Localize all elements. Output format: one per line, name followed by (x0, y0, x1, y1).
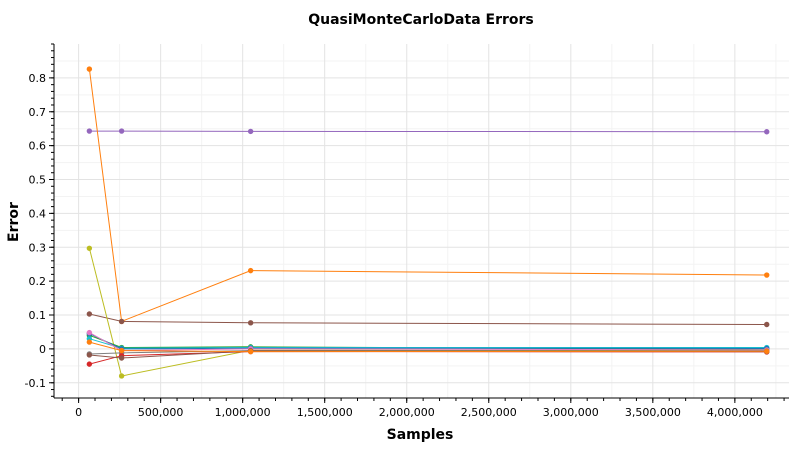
series-line (89, 338, 767, 349)
axes-layer: 0 500,000 1,000,000 1,500,000 2,000,000 2,500… (25, 43, 789, 419)
y-tick-label: 0.6 (29, 140, 47, 153)
data-point (118, 355, 125, 361)
data-point (86, 339, 93, 345)
y-tick-label: 0.7 (29, 106, 47, 119)
x-tick-label: 3,500,000 (625, 406, 681, 419)
y-tick-label: 0.3 (29, 241, 47, 254)
data-point (247, 128, 254, 135)
data-point (118, 373, 125, 379)
y-tick-label: 0.1 (29, 309, 47, 322)
series-1 (86, 66, 770, 325)
data-point (764, 129, 770, 135)
data-point (247, 267, 254, 274)
y-tick-label: -0.1 (25, 377, 46, 390)
data-point (247, 348, 254, 355)
x-tick-label: 1,500,000 (297, 406, 353, 419)
data-point (86, 245, 93, 251)
x-tick-label: 4,000,000 (707, 406, 763, 419)
data-point (86, 329, 93, 336)
y-tick-label: 0.8 (29, 72, 47, 85)
data-point (118, 318, 125, 325)
data-point (118, 128, 125, 134)
data-point (764, 348, 770, 354)
x-tick-label: 1,000,000 (215, 406, 271, 419)
x-tick-label: 2,500,000 (461, 406, 517, 419)
y-tick-label: 0.4 (29, 207, 47, 220)
data-point (86, 352, 93, 358)
series-line (88, 248, 767, 377)
data-point (86, 128, 93, 134)
data-point (764, 272, 770, 278)
series-0 (86, 128, 770, 135)
chart-title: QuasiMonteCarloData Errors (308, 12, 534, 28)
x-tick-label: 3,000,000 (543, 406, 599, 419)
x-axis-label: Samples (387, 427, 454, 443)
y-axis-label: Error (6, 202, 22, 242)
series-3 (86, 245, 770, 379)
series-6 (86, 330, 770, 352)
data-point (764, 321, 770, 328)
grid-layer (54, 44, 789, 398)
series-line (89, 313, 767, 325)
y-tick-label: 0.2 (29, 275, 47, 288)
series-line (89, 341, 767, 353)
series-line (89, 130, 767, 133)
x-tick-label: 500,000 (138, 406, 184, 419)
series-11 (86, 339, 770, 355)
x-tick-label: 2,000,000 (379, 406, 435, 419)
data-point (86, 311, 93, 317)
series-2 (86, 311, 770, 328)
series-line (89, 333, 767, 350)
data-point (86, 361, 93, 367)
series-line (88, 69, 767, 323)
y-tick-label: 0 (39, 343, 46, 356)
series-layer (86, 66, 770, 379)
x-tick-label: 0 (75, 406, 82, 419)
series-7 (86, 329, 770, 354)
series-line (89, 332, 767, 352)
data-point (247, 320, 254, 326)
data-point (86, 66, 93, 72)
y-tick-label: 0.5 (29, 174, 47, 187)
data-point (118, 347, 125, 354)
